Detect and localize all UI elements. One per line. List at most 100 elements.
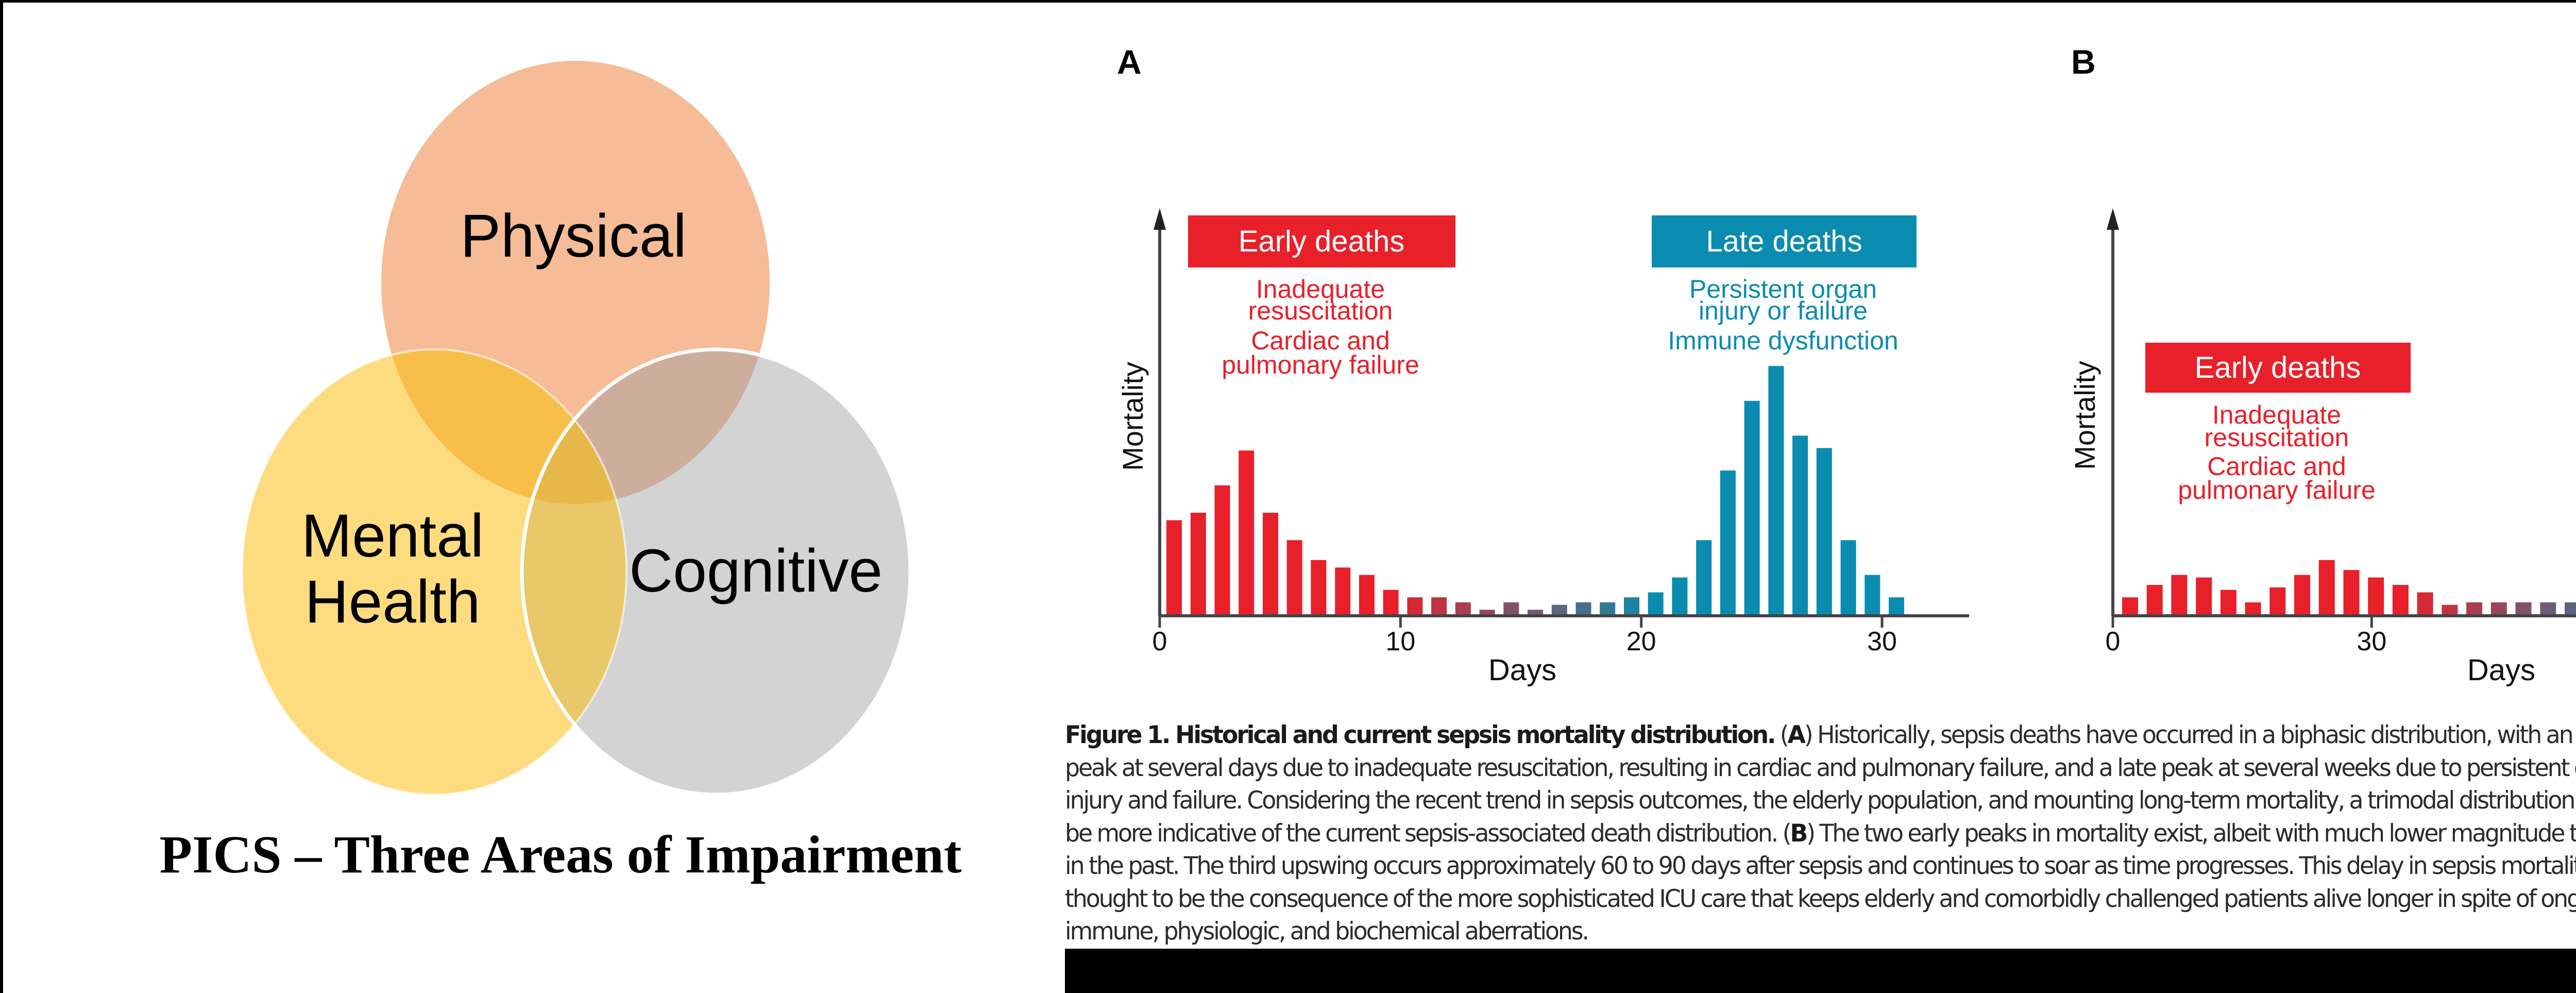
caption-bold-text: B — [1790, 819, 1808, 848]
label-physical: Physical — [460, 202, 686, 270]
caption-text: be more indicative of the current sepsis… — [1065, 819, 1792, 848]
panel-b-days-bar — [2171, 575, 2188, 615]
panel-b-letter: B — [2071, 43, 2096, 81]
panel-a-bar — [1600, 602, 1616, 615]
caption-text: peak at several days due to inadequate r… — [1065, 753, 2576, 782]
panel-b-days-bar — [2490, 602, 2507, 615]
panel-b-days-bar — [2368, 577, 2384, 615]
caption-text: ( — [1774, 721, 1789, 749]
caption-text: ) Historically, sepsis deaths have occur… — [1804, 721, 2576, 749]
panel-a-bar — [1744, 400, 1760, 615]
panel-a-bar — [1383, 590, 1399, 615]
panel-a-early-cause: resuscitation — [1248, 296, 1393, 325]
panel-b-days-bars — [2122, 560, 2576, 615]
panel-a-early-box — [1188, 215, 1455, 267]
panel-b: B 0306090 123 Days Years Mortality Early… — [2069, 43, 2576, 687]
panel-b-early-label: Early deaths — [2195, 351, 2361, 384]
panel-a-bar — [1696, 540, 1712, 615]
panel-a-bar — [1263, 513, 1278, 615]
panel-a-early-label: Early deaths — [1239, 225, 1404, 258]
cognitive-outline — [520, 347, 912, 797]
panel-a-bar — [1889, 597, 1904, 615]
panel-a-tick-label: 30 — [1867, 627, 1897, 657]
panel-a-early-cause: Cardiac and — [1251, 326, 1390, 355]
panel-a-bar — [1286, 540, 1302, 615]
overlap-physical-cognitive — [522, 349, 770, 504]
panel-a-x-ticks: 0 10 20 30 — [1153, 616, 1897, 657]
caption-line: be more indicative of the current sepsis… — [1065, 817, 2576, 850]
panel-b-days-bar — [2294, 575, 2310, 615]
panel-a-bar — [1672, 577, 1688, 615]
panel-b-days-bar — [2220, 590, 2236, 615]
panel-a-xlabel: Days — [1488, 653, 1556, 687]
panel-a-late-label: Late deaths — [1706, 225, 1862, 258]
panel-b-days-bar — [2122, 597, 2138, 615]
panel-b-days-x-ticks: 0306090 — [2106, 616, 2386, 657]
panel-a-letter: A — [1117, 43, 1142, 81]
panel-a-bar — [1865, 575, 1880, 615]
panel-b-early-box — [2145, 343, 2411, 393]
caption-text: injury and failure. Considering the rece… — [1065, 786, 2576, 815]
mental-outline — [241, 348, 628, 796]
panel-b-days-bar — [2417, 592, 2433, 615]
panel-a-bar — [1359, 575, 1375, 615]
caption-bold-text: Figure 1. Historical and current sepsis … — [1065, 721, 1776, 749]
label-cognitive: Cognitive — [629, 537, 883, 605]
caption-text: thought to be the consequence of the mor… — [1065, 884, 2576, 913]
caption-line: Figure 1. Historical and current sepsis … — [1065, 719, 2576, 752]
bottom-black-bar — [1065, 949, 2576, 993]
panel-b-days-bar — [2245, 602, 2261, 615]
panel-a-bar — [1166, 520, 1182, 615]
panel-b-early-cause: Cardiac and — [2207, 452, 2346, 481]
panel-b-days-tick-label: 30 — [2357, 627, 2386, 657]
panel-b-ylabel: Mortality — [2069, 361, 2101, 470]
panel-b-early-cause: pulmonary failure — [2178, 476, 2376, 504]
label-mental: Mental — [301, 502, 484, 570]
panel-a-bar — [1551, 604, 1567, 615]
panel-a-bar — [1335, 567, 1351, 615]
panel-b-days-tick-label: 0 — [2106, 627, 2121, 657]
panel-a-early-cause: Inadequate — [1256, 275, 1385, 304]
panel-b-days-bar — [2318, 560, 2335, 615]
panel-a-late-cause: Immune dysfunction — [1668, 326, 1898, 355]
panel-a-tick-label: 20 — [1626, 627, 1656, 657]
label-health: Health — [304, 568, 480, 636]
panel-a-bar — [1768, 366, 1784, 615]
panel-a-bar — [1407, 597, 1423, 615]
panel-b-early-cause: resuscitation — [2205, 423, 2349, 452]
panel-b-days-bar — [2146, 585, 2163, 615]
panel-a-bar — [1479, 610, 1495, 615]
caption-text: in the past. The third upswing occurs ap… — [1065, 852, 2576, 880]
panel-b-days-bar — [2565, 602, 2576, 615]
panel-b-days-bar — [2540, 602, 2556, 615]
panel-a-bar — [1239, 450, 1255, 615]
panel-a-bar — [1816, 448, 1832, 615]
caption-line: peak at several days due to inadequate r… — [1065, 752, 2576, 785]
panel-b-days-bar — [2442, 604, 2458, 615]
caption-bold-text: A — [1787, 721, 1806, 749]
caption-line: immune, physiologic, and biochemical abe… — [1065, 915, 2576, 948]
panel-b-y-arrow-icon — [2107, 208, 2119, 230]
panel-a-bars — [1166, 366, 1904, 615]
panel-a-bar — [1624, 597, 1639, 615]
panel-a-y-arrow-icon — [1154, 208, 1166, 230]
venn-diagram: Physical Mental Health Cognitive — [241, 61, 912, 797]
frame-border-left — [0, 0, 3, 993]
panel-b-days-bar — [2466, 602, 2483, 615]
frame-border-top — [0, 0, 2576, 3]
figure-caption: Figure 1. Historical and current sepsis … — [1065, 719, 2576, 948]
panel-a-tick-label: 10 — [1385, 627, 1415, 657]
caption-line: thought to be the consequence of the mor… — [1065, 883, 2576, 916]
panel-b-early-cause: Inadequate — [2212, 400, 2341, 429]
panel-a: A 0 10 20 30 Days Mortality Early deaths In… — [1116, 43, 1969, 687]
pics-title: PICS – Three Areas of Impairment — [159, 825, 961, 884]
panel-a-bar — [1648, 592, 1664, 615]
panel-a-bar — [1190, 513, 1206, 615]
overlap-physical-mental — [381, 349, 626, 504]
panel-a-bar — [1575, 602, 1591, 615]
panel-a-bar — [1528, 610, 1543, 615]
panel-a-late-cause: Persistent organ — [1689, 275, 1877, 304]
panel-a-late-cause: injury or failure — [1699, 296, 1868, 325]
